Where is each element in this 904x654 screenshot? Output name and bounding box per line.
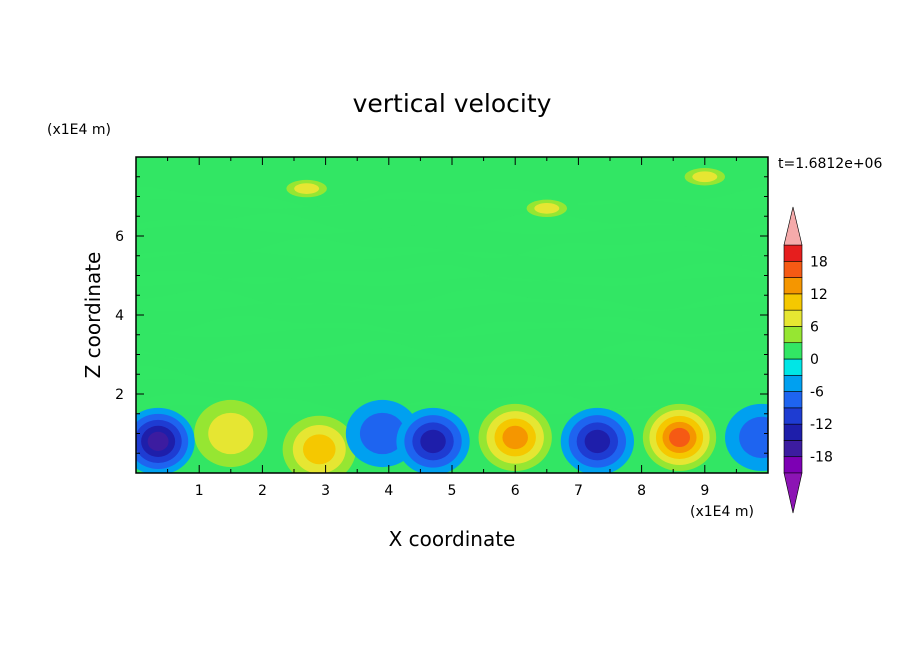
y-tick-labels: 2 4 6 (115, 229, 124, 403)
velocity-cell-level (294, 183, 320, 194)
colorbar-extend-high (783, 206, 803, 246)
colorbar-tick-labels: 18 12 6 0 -6 -12 -18 (810, 254, 833, 465)
colorbar (783, 206, 803, 514)
x-tick-labels: 1 2 3 4 5 6 7 8 9 (195, 483, 710, 499)
colorbar-tick-label: 6 (810, 319, 819, 335)
velocity-cell-level (584, 429, 611, 454)
colorbar-swatch (783, 440, 803, 458)
flow-band (136, 211, 768, 235)
velocity-cell-level (669, 427, 690, 448)
x-tick-label: 7 (574, 483, 583, 499)
colorbar-tick-label: 18 (810, 254, 828, 270)
chart-title: vertical velocity (353, 89, 552, 118)
colorbar-swatch (783, 260, 803, 278)
velocity-cell-level (502, 425, 528, 450)
colorbar-swatch (783, 244, 803, 262)
x-tick-label: 6 (511, 483, 520, 499)
colorbar-swatch (783, 277, 803, 295)
colorbar-swatch (783, 407, 803, 425)
boundary-layer-cells (136, 168, 768, 473)
velocity-cell-level (302, 434, 336, 465)
colorbar-swatch (783, 456, 803, 474)
colorbar-tick-label: -12 (810, 417, 833, 433)
colorbar-extend-low (783, 472, 803, 514)
velocity-cell-level (359, 412, 406, 455)
velocity-cell (526, 199, 568, 218)
time-label: t=1.6812e+06 (778, 156, 882, 172)
x-tick-label: 5 (448, 483, 457, 499)
velocity-cell (194, 399, 268, 468)
colorbar-tick-label: -18 (810, 450, 833, 466)
colorbar-swatch (783, 293, 803, 311)
colorbar-swatch (783, 423, 803, 441)
colorbar-swatch (783, 326, 803, 344)
velocity-cell-level (739, 416, 768, 459)
colorbar-tick-label: 0 (810, 352, 819, 368)
velocity-cell-level (420, 429, 446, 454)
plot-area (136, 157, 768, 473)
flow-band (136, 185, 768, 210)
flow-band (136, 237, 768, 261)
flow-band (136, 315, 768, 338)
colorbar-swatch (783, 309, 803, 327)
x-tick-label: 2 (258, 483, 267, 499)
colorbar-swatch (783, 391, 803, 409)
flow-band (136, 262, 768, 287)
x-tick-label: 3 (321, 483, 330, 499)
upper-flow-bands (136, 185, 768, 415)
x-tick-label: 4 (384, 483, 393, 499)
velocity-cell (642, 403, 717, 472)
velocity-cell (478, 403, 552, 472)
x-tick-label: 8 (637, 483, 646, 499)
velocity-cell (136, 407, 195, 473)
x-axis-unit: (x1E4 m) (690, 504, 754, 520)
velocity-cell (286, 179, 327, 198)
velocity-cell (282, 415, 356, 473)
velocity-cell (396, 407, 470, 473)
velocity-cell-level (147, 431, 169, 451)
y-tick-label: 2 (115, 387, 124, 403)
colorbar-tick-label: 12 (810, 287, 828, 303)
colorbar-tick-label: -6 (810, 385, 824, 401)
y-tick-label: 6 (115, 229, 124, 245)
y-axis-label: Z coordinate (81, 252, 105, 379)
x-tick-label: 9 (700, 483, 709, 499)
flow-band (136, 289, 768, 312)
x-tick-label: 1 (195, 483, 204, 499)
velocity-cell (725, 403, 768, 472)
flow-band (136, 392, 768, 415)
velocity-cell (684, 168, 726, 186)
velocity-cell-level (534, 203, 560, 214)
y-axis-unit: (x1E4 m) (47, 122, 111, 138)
colorbar-swatch (783, 358, 803, 376)
y-tick-label: 4 (115, 308, 124, 324)
flow-band (136, 365, 768, 389)
x-axis-label: X coordinate (389, 527, 516, 551)
axis-ticks (135, 156, 769, 474)
velocity-cell-level (208, 412, 254, 455)
flow-band (136, 339, 768, 364)
velocity-cell-level (692, 171, 718, 183)
velocity-cell (560, 407, 635, 473)
colorbar-swatch (783, 342, 803, 360)
colorbar-swatch (783, 374, 803, 392)
